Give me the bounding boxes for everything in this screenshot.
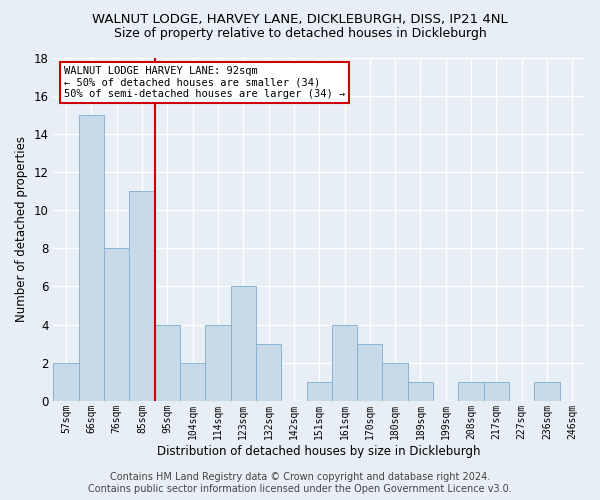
Bar [205,324,230,401]
Bar [484,382,509,401]
Bar [357,344,382,401]
Text: Contains HM Land Registry data © Crown copyright and database right 2024.
Contai: Contains HM Land Registry data © Crown c… [88,472,512,494]
Bar [53,363,79,401]
Bar [408,382,433,401]
Bar [256,344,281,401]
Bar [307,382,332,401]
Text: WALNUT LODGE, HARVEY LANE, DICKLEBURGH, DISS, IP21 4NL: WALNUT LODGE, HARVEY LANE, DICKLEBURGH, … [92,12,508,26]
Bar [230,286,256,401]
Bar [535,382,560,401]
Bar [382,363,408,401]
Bar [332,324,357,401]
Text: Size of property relative to detached houses in Dickleburgh: Size of property relative to detached ho… [113,28,487,40]
Bar [180,363,205,401]
Bar [79,114,104,401]
Bar [155,324,180,401]
Bar [458,382,484,401]
Y-axis label: Number of detached properties: Number of detached properties [15,136,28,322]
Bar [104,248,130,401]
Bar [130,191,155,401]
X-axis label: Distribution of detached houses by size in Dickleburgh: Distribution of detached houses by size … [157,444,481,458]
Text: WALNUT LODGE HARVEY LANE: 92sqm
← 50% of detached houses are smaller (34)
50% of: WALNUT LODGE HARVEY LANE: 92sqm ← 50% of… [64,66,345,100]
